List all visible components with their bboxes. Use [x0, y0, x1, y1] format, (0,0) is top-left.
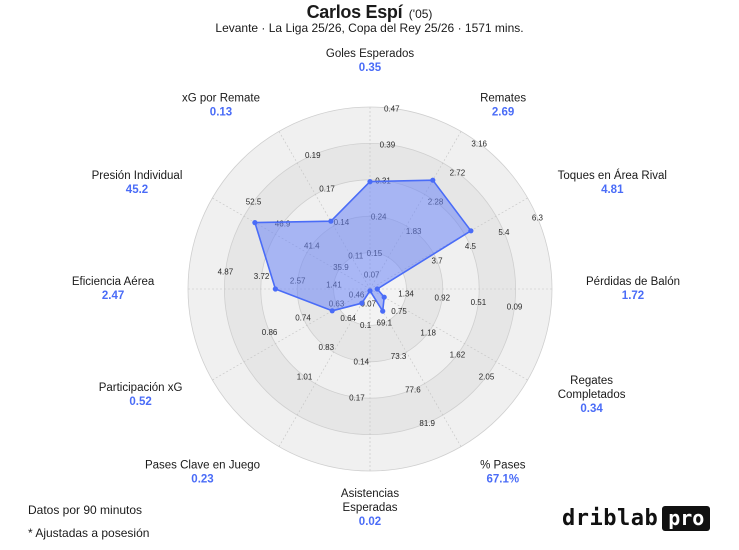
footnote-possession: * Ajustadas a posesión: [28, 526, 150, 540]
axis-value: 2.69: [492, 106, 514, 118]
tick-label: 77.6: [405, 385, 421, 394]
series-point: [468, 228, 474, 234]
axis-value: 0.35: [359, 62, 382, 74]
player-year: ('05): [408, 7, 433, 21]
axis-label: Goles Esperados: [326, 48, 414, 60]
series-point: [374, 286, 380, 292]
axis-label: % Pases: [480, 460, 526, 472]
brand-wordmark: driblab: [562, 506, 659, 531]
axis-value: 45.2: [126, 184, 148, 196]
series-point: [367, 288, 373, 294]
axis-label: Esperadas: [343, 502, 398, 514]
series-point: [252, 220, 258, 226]
tick-label: 0.19: [305, 151, 321, 160]
tick-label: 5.4: [498, 228, 510, 237]
axis-value: 0.13: [210, 106, 232, 118]
tick-label: 2.72: [450, 169, 466, 178]
tick-label: 69.1: [377, 319, 393, 328]
axis-label: Toques en Área Rival: [558, 169, 667, 182]
axis-label: Pases Clave en Juego: [145, 460, 260, 472]
tick-label: 1.62: [450, 351, 466, 360]
radar-series: [252, 177, 474, 314]
series-point: [329, 308, 335, 314]
tick-label: 0.07: [361, 300, 377, 309]
axis-value: 67.1%: [486, 474, 519, 486]
tick-label: 0.75: [391, 307, 407, 316]
tick-label: 4.87: [218, 268, 234, 277]
tick-label: 0.92: [435, 294, 451, 303]
series-point: [272, 286, 278, 292]
axis-value: 0.02: [359, 516, 381, 528]
player-name: Carlos Espí: [306, 2, 403, 22]
axis-label: Regates: [570, 375, 613, 387]
tick-label: 0.47: [384, 104, 400, 113]
tick-label: 0.51: [471, 298, 487, 307]
tick-label: 3.16: [471, 139, 487, 148]
tick-label: 0.86: [262, 328, 278, 337]
tick-label: 0.17: [319, 185, 335, 194]
tick-label: 1.01: [297, 372, 313, 381]
tick-label: 2.05: [479, 372, 495, 381]
axis-label: Participación xG: [99, 382, 183, 394]
tick-label: 6.3: [532, 214, 544, 223]
tick-label: 0.83: [319, 343, 335, 352]
tick-label: 0.17: [349, 393, 365, 402]
axis-label: Remates: [480, 92, 526, 104]
title-line: Carlos Espí ('05): [0, 2, 739, 23]
tick-label: 0.64: [340, 314, 356, 323]
radar-axis-labels: Goles Esperados 0.35 Remates 2.69 Toques en …: [72, 48, 680, 528]
axis-label: Completados: [558, 389, 626, 401]
axis-label: Pérdidas de Balón: [586, 276, 680, 288]
axis-value: 0.34: [580, 403, 603, 415]
tick-label: 3.72: [254, 272, 270, 281]
axis-value: 1.72: [622, 290, 644, 302]
axis-value: 4.81: [601, 184, 624, 196]
series-point: [328, 218, 334, 224]
tick-label: 0.74: [295, 314, 311, 323]
tick-label: 81.9: [419, 419, 435, 428]
brand-pro-badge: pro: [662, 506, 711, 531]
axis-label: xG por Remate: [182, 92, 260, 104]
tick-label: 1.34: [398, 289, 414, 298]
tick-label: 0.09: [507, 302, 523, 311]
series-point: [381, 294, 387, 300]
brand-logo: driblab pro: [562, 506, 711, 531]
tick-label: 3.7: [431, 256, 443, 265]
axis-label: Eficiencia Aérea: [72, 276, 155, 288]
axis-value: 0.23: [191, 474, 213, 486]
tick-label: 0.1: [360, 321, 372, 330]
tick-label: 1.18: [420, 329, 436, 338]
tick-label: 0.14: [354, 357, 370, 366]
series-point: [380, 308, 386, 314]
tick-label: 73.3: [391, 352, 407, 361]
series-point: [359, 300, 365, 306]
tick-label: 0.39: [380, 140, 396, 149]
tick-label: 52.5: [246, 198, 262, 207]
axis-label: Presión Individual: [92, 170, 183, 182]
tick-label: 4.5: [465, 242, 477, 251]
axis-value: 2.47: [102, 290, 124, 302]
axis-value: 0.52: [129, 396, 151, 408]
series-point: [367, 179, 373, 185]
chart-subtitle: Levante · La Liga 25/26, Copa del Rey 25…: [215, 21, 524, 35]
axis-label: Asistencias: [341, 488, 399, 500]
series-point: [430, 177, 436, 183]
footnote-per90: Datos por 90 minutos: [28, 503, 143, 517]
